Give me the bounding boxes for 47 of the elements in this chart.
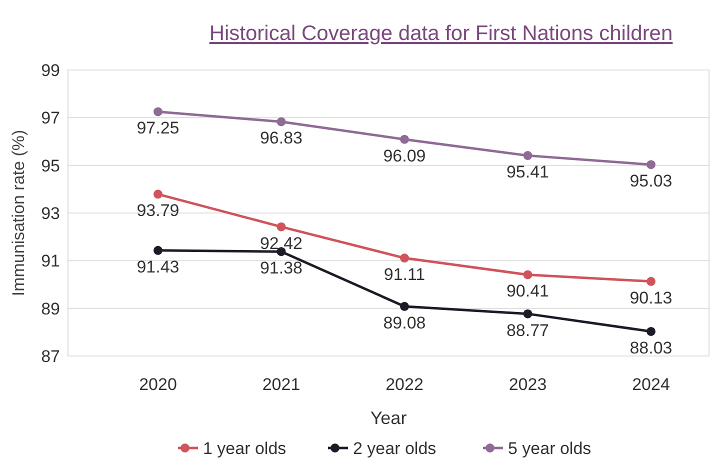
x-tick-label: 2020 [139, 375, 177, 394]
y-tick-label: 89 [41, 299, 60, 318]
point [154, 246, 162, 255]
data-label: 96.09 [383, 146, 426, 166]
point [276, 222, 286, 232]
data-label: 93.79 [136, 201, 180, 220]
x-tick-label: 2024 [632, 375, 670, 394]
point [400, 302, 409, 311]
y-axis-title: Immunisation rate (%) [9, 130, 28, 296]
x-tick-label: 2023 [508, 375, 547, 394]
data-label: 96.83 [260, 128, 303, 148]
point [276, 117, 286, 126]
data-label: 91.43 [136, 257, 180, 276]
x-tick-label: 2021 [262, 375, 300, 394]
data-label: 95.03 [630, 172, 672, 191]
legend-label: 1 year olds [203, 439, 286, 458]
data-label: 91.11 [384, 265, 426, 284]
point [154, 190, 162, 199]
point [400, 254, 409, 263]
x-tick-label: 2022 [386, 375, 424, 394]
point [400, 134, 409, 144]
y-tick-label: 91 [41, 252, 60, 271]
y-tick-label: 97 [41, 108, 60, 128]
data-label: 92.42 [260, 234, 303, 253]
data-label: 88.77 [506, 320, 550, 340]
point [646, 276, 656, 286]
data-label: 91.38 [260, 258, 303, 278]
point [646, 160, 656, 170]
point [523, 309, 532, 318]
chart-title: Historical Coverage data for First Nations children [209, 22, 673, 45]
y-tick-label: 93 [41, 204, 60, 223]
data-label: 95.41 [506, 162, 550, 182]
data-label: 90.41 [506, 282, 550, 301]
point [523, 270, 532, 280]
point [646, 326, 656, 336]
point [154, 107, 162, 116]
point [523, 151, 532, 160]
data-label: 88.03 [630, 338, 672, 358]
legend-label: 2 year olds [353, 439, 436, 458]
data-label: 97.25 [136, 118, 180, 138]
y-tick-label: 99 [41, 61, 60, 80]
y-tick-label: 87 [41, 347, 60, 366]
data-label: 90.13 [630, 288, 672, 308]
legend-label: 5 year olds [508, 439, 592, 458]
data-label: 89.08 [383, 313, 426, 332]
y-tick-label: 95 [41, 156, 60, 176]
x-axis-title: Year [370, 408, 407, 428]
